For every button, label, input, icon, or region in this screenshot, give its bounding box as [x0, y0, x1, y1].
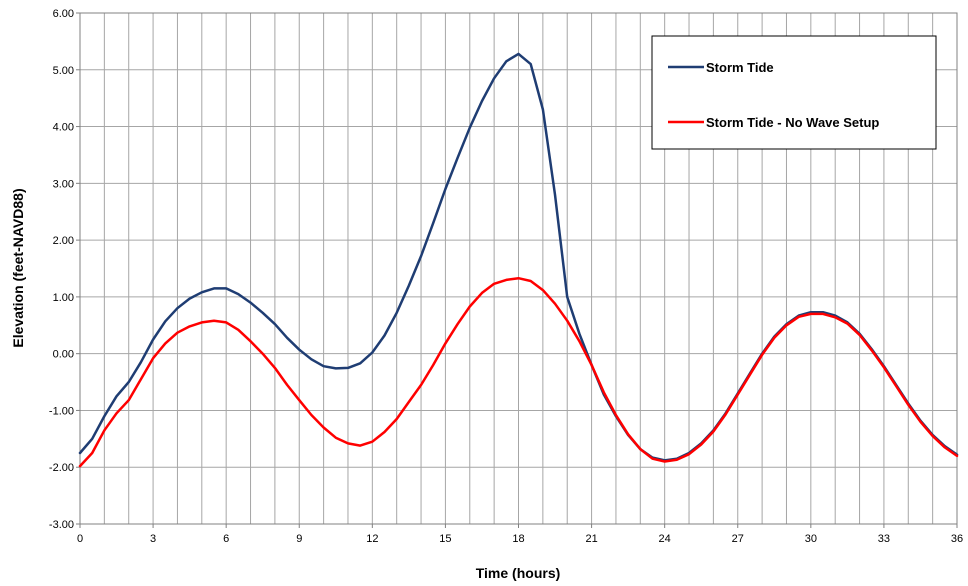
y-tick-label: 6.00: [53, 8, 74, 20]
y-tick-label: -1.00: [49, 405, 74, 417]
vertical-gridlines: [103, 13, 934, 524]
x-tick-label: 30: [805, 533, 817, 545]
y-tick-label: 0.00: [53, 349, 74, 361]
legend-label-no-wave-setup: Storm Tide - No Wave Setup: [706, 115, 879, 130]
x-tick-label: 18: [512, 533, 524, 545]
y-tick-label: -2.00: [49, 462, 74, 474]
x-tick-label: 24: [659, 533, 671, 545]
x-tick-labels: 0 3 6 9 12 15 18 21 24 27 30 33 36: [77, 524, 963, 545]
x-tick-label: 6: [223, 533, 229, 545]
storm-tide-line: [78, 52, 959, 462]
x-tick-label: 12: [366, 533, 378, 545]
y-tick-label: 2.00: [53, 235, 74, 247]
series-lines: [78, 52, 959, 468]
x-tick-label: 15: [439, 533, 451, 545]
x-tick-label: 21: [585, 533, 597, 545]
y-tick-labels: 6.00 5.00 4.00 3.00 2.00 1.00 0.00 -1.00 -2.00 -3…: [49, 8, 80, 531]
legend-box: [651, 35, 937, 150]
x-tick-label: 33: [878, 533, 890, 545]
storm-tide-no-wave-setup-line: [78, 276, 959, 468]
x-tick-label: 9: [296, 533, 302, 545]
legend-label-storm-tide: Storm Tide: [706, 60, 774, 75]
legend: Storm Tide Storm Tide - No Wave Setup: [651, 35, 937, 150]
y-tick-label: -3.00: [49, 519, 74, 531]
y-tick-label: 1.00: [53, 292, 74, 304]
x-tick-label: 36: [951, 533, 963, 545]
x-tick-label: 0: [77, 533, 83, 545]
y-tick-label: 5.00: [53, 65, 74, 77]
x-axis-title: Time (hours): [476, 565, 561, 581]
y-tick-label: 3.00: [53, 178, 74, 190]
x-tick-label: 3: [150, 533, 156, 545]
y-axis-title: Elevation (feet-NAVD88): [10, 188, 26, 347]
y-tick-label: 4.00: [53, 122, 74, 134]
x-tick-label: 27: [732, 533, 744, 545]
